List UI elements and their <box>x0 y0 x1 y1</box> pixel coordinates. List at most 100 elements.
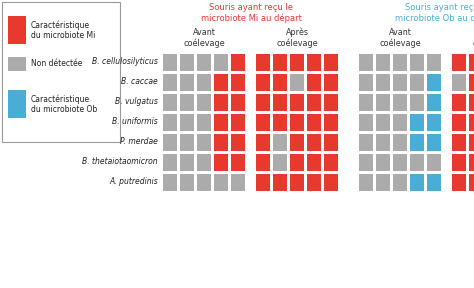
Bar <box>376 154 391 170</box>
Bar <box>393 73 408 90</box>
Text: B. uniformis: B. uniformis <box>112 118 158 126</box>
Bar <box>325 94 338 111</box>
Bar <box>231 73 246 90</box>
Bar <box>359 173 374 190</box>
Bar <box>376 94 391 111</box>
Text: Après
coélevage: Après coélevage <box>277 27 319 48</box>
Bar <box>393 154 408 170</box>
Bar <box>428 154 441 170</box>
Bar <box>376 54 391 71</box>
Bar <box>215 54 228 71</box>
Bar <box>325 154 338 170</box>
Bar <box>470 73 474 90</box>
Bar <box>181 113 194 130</box>
Bar <box>359 134 374 151</box>
Bar <box>410 113 425 130</box>
Bar <box>215 113 228 130</box>
Text: Caractéristique
du microbiote Mi: Caractéristique du microbiote Mi <box>31 20 95 40</box>
Bar <box>393 94 408 111</box>
Bar <box>308 134 321 151</box>
Bar <box>393 173 408 190</box>
Bar <box>198 94 211 111</box>
Bar <box>8 16 26 44</box>
Bar <box>308 173 321 190</box>
Bar <box>273 154 288 170</box>
Bar <box>164 173 177 190</box>
Bar <box>181 134 194 151</box>
Bar <box>428 134 441 151</box>
Bar <box>181 54 194 71</box>
Bar <box>410 54 425 71</box>
Bar <box>273 113 288 130</box>
Bar <box>256 173 271 190</box>
Bar <box>231 173 246 190</box>
Bar <box>181 154 194 170</box>
Bar <box>164 54 177 71</box>
Bar <box>231 54 246 71</box>
Bar <box>215 73 228 90</box>
Bar <box>198 173 211 190</box>
Bar <box>291 173 304 190</box>
Bar <box>359 113 374 130</box>
Text: Après
coélevage: Après coélevage <box>473 27 474 48</box>
Text: P. merdae: P. merdae <box>120 137 158 147</box>
Bar <box>359 54 374 71</box>
Bar <box>393 134 408 151</box>
Bar <box>359 154 374 170</box>
Bar <box>198 154 211 170</box>
Bar <box>308 73 321 90</box>
Bar <box>410 173 425 190</box>
Bar <box>470 154 474 170</box>
Bar <box>470 54 474 71</box>
Bar <box>376 73 391 90</box>
Bar <box>215 173 228 190</box>
Bar <box>325 73 338 90</box>
Bar <box>410 134 425 151</box>
Bar <box>325 113 338 130</box>
Bar <box>8 90 26 118</box>
Text: Avant
coélevage: Avant coélevage <box>184 28 225 48</box>
Bar <box>231 94 246 111</box>
Bar <box>181 73 194 90</box>
Bar <box>453 173 466 190</box>
Bar <box>198 134 211 151</box>
Text: A. putredinis: A. putredinis <box>109 177 158 187</box>
Bar <box>453 154 466 170</box>
Bar <box>291 134 304 151</box>
Bar <box>359 94 374 111</box>
Bar <box>8 57 26 71</box>
Bar <box>470 94 474 111</box>
Bar <box>273 94 288 111</box>
Text: Avant
coélevage: Avant coélevage <box>380 28 421 48</box>
Bar <box>453 94 466 111</box>
Bar <box>291 73 304 90</box>
Bar <box>453 134 466 151</box>
Bar <box>376 173 391 190</box>
Text: B. caccae: B. caccae <box>121 77 158 86</box>
Bar <box>359 73 374 90</box>
Bar <box>428 113 441 130</box>
Bar <box>231 113 246 130</box>
Bar <box>256 54 271 71</box>
Bar <box>291 54 304 71</box>
Text: B. vulgatus: B. vulgatus <box>115 98 158 107</box>
Bar <box>308 94 321 111</box>
Bar <box>256 113 271 130</box>
Bar <box>256 73 271 90</box>
Bar <box>410 73 425 90</box>
Bar <box>231 154 246 170</box>
Bar <box>164 154 177 170</box>
Text: B. cellulosilyticus: B. cellulosilyticus <box>92 58 158 67</box>
Bar <box>376 113 391 130</box>
Bar <box>164 113 177 130</box>
Text: Souris ayant reçu le
microbiote Ob au départ: Souris ayant reçu le microbiote Ob au dé… <box>395 3 474 23</box>
Bar <box>215 154 228 170</box>
Bar <box>470 173 474 190</box>
Bar <box>273 134 288 151</box>
Bar <box>291 94 304 111</box>
Bar <box>410 154 425 170</box>
Bar <box>273 173 288 190</box>
Bar <box>215 134 228 151</box>
Bar <box>453 73 466 90</box>
FancyBboxPatch shape <box>2 2 120 142</box>
